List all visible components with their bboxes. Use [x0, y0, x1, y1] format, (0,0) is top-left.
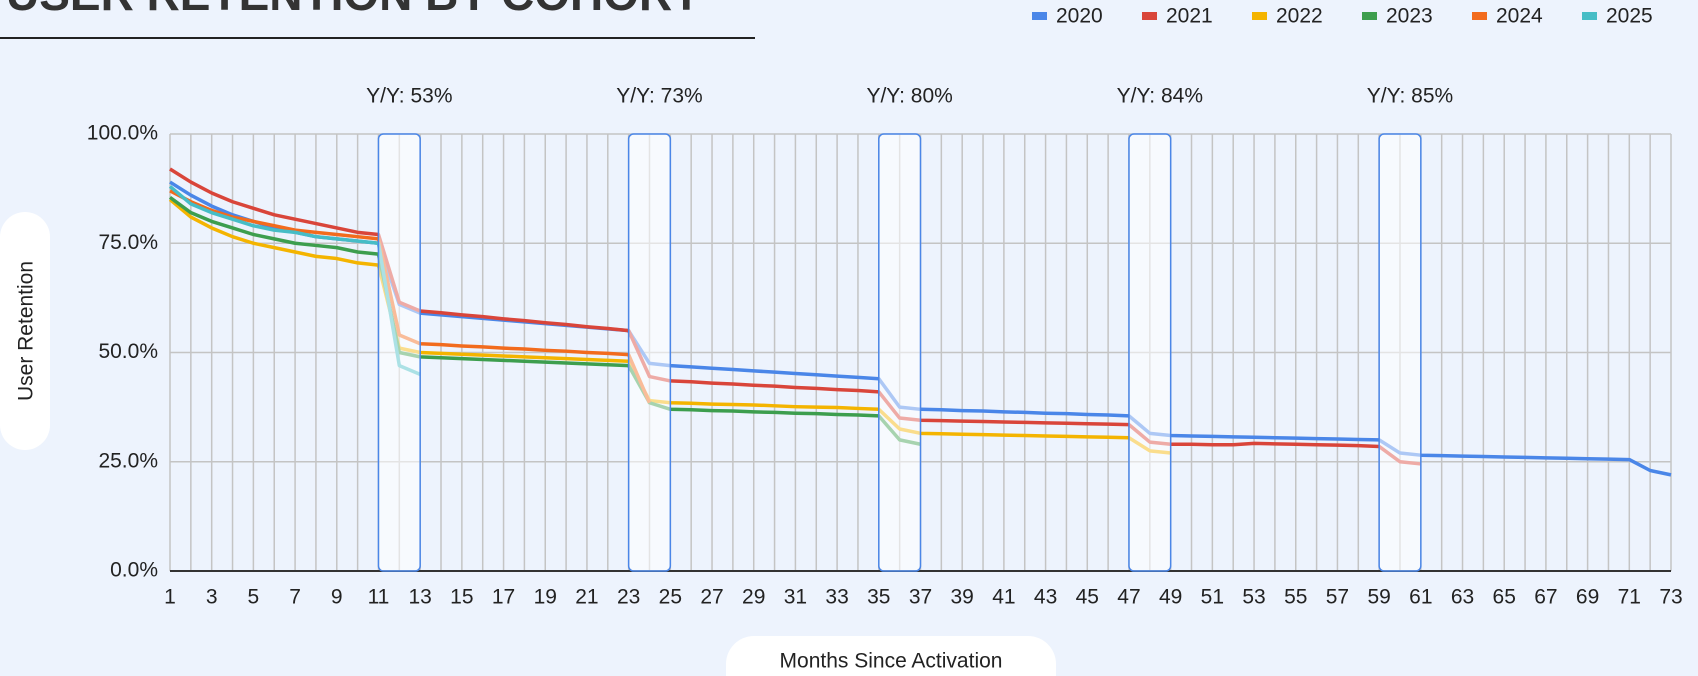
- x-tick-label: 17: [492, 586, 515, 609]
- x-tick-label: 63: [1451, 586, 1474, 609]
- x-tick-label: 43: [1034, 586, 1057, 609]
- legend-swatch: [1252, 12, 1267, 20]
- x-tick-label: 3: [206, 586, 218, 609]
- x-tick-label: 27: [700, 586, 723, 609]
- x-tick-label: 73: [1659, 586, 1682, 609]
- y-tick-label: 100.0%: [87, 122, 158, 145]
- x-tick-label: 61: [1409, 586, 1432, 609]
- y-tick-label: 0.0%: [110, 559, 158, 582]
- x-tick-label: 39: [951, 586, 974, 609]
- highlight-band: [627, 133, 672, 572]
- x-tick-label: 37: [909, 586, 932, 609]
- x-tick-label: 35: [867, 586, 890, 609]
- legend-swatch: [1582, 12, 1597, 20]
- y-axis-label: User Retention: [15, 261, 38, 401]
- x-tick-label: 23: [617, 586, 640, 609]
- x-tick-label: 51: [1201, 586, 1224, 609]
- legend-swatch: [1362, 12, 1377, 20]
- highlight-band: [1128, 133, 1172, 572]
- annotation: Y/Y: 80%: [866, 85, 952, 108]
- x-tick-label: 7: [289, 586, 301, 609]
- x-tick-label: 13: [408, 586, 431, 609]
- x-tick-label: 15: [450, 586, 473, 609]
- legend-label: 2021: [1166, 5, 1213, 28]
- legend-label: 2020: [1056, 5, 1103, 28]
- x-tick-label: 31: [784, 586, 807, 609]
- x-label-pill: [726, 636, 1056, 676]
- highlight-band: [1378, 133, 1422, 572]
- annotation: Y/Y: 84%: [1117, 85, 1203, 108]
- x-tick-label: 29: [742, 586, 765, 609]
- annotation: Y/Y: 53%: [366, 85, 452, 108]
- x-tick-label: 57: [1326, 586, 1349, 609]
- y-tick-label: 50.0%: [98, 340, 158, 363]
- x-tick-label: 69: [1576, 586, 1599, 609]
- x-tick-label: 67: [1534, 586, 1557, 609]
- annotation: Y/Y: 73%: [616, 85, 702, 108]
- x-tick-label: 33: [825, 586, 848, 609]
- highlight-band: [377, 133, 421, 572]
- y-label-pill: [0, 212, 50, 450]
- legend-label: 2025: [1606, 5, 1653, 28]
- x-tick-label: 49: [1159, 586, 1182, 609]
- x-axis-label: Months Since Activation: [780, 650, 1003, 673]
- x-tick-label: 71: [1618, 586, 1641, 609]
- x-tick-label: 65: [1493, 586, 1516, 609]
- series-line: [168, 195, 921, 446]
- x-tick-label: 55: [1284, 586, 1307, 609]
- chart-title: USER RETENTION BY COHORT: [6, 0, 700, 20]
- legend-swatch: [1142, 12, 1157, 20]
- x-tick-label: 53: [1242, 586, 1265, 609]
- annotation: Y/Y: 85%: [1367, 85, 1453, 108]
- y-tick-label: 25.0%: [98, 449, 158, 472]
- legend-label: 2022: [1276, 5, 1323, 28]
- x-tick-label: 21: [575, 586, 598, 609]
- x-tick-label: 5: [248, 586, 260, 609]
- x-tick-label: 47: [1117, 586, 1140, 609]
- legend-swatch: [1032, 12, 1047, 20]
- x-tick-label: 9: [331, 586, 343, 609]
- legend-swatch: [1472, 12, 1487, 20]
- x-tick-label: 45: [1076, 586, 1099, 609]
- highlight-band: [878, 133, 922, 572]
- y-tick-label: 75.0%: [98, 231, 158, 254]
- x-tick-label: 19: [534, 586, 557, 609]
- x-tick-label: 25: [659, 586, 682, 609]
- x-tick-label: 41: [992, 586, 1015, 609]
- legend-label: 2024: [1496, 5, 1543, 28]
- x-tick-label: 11: [368, 586, 390, 609]
- x-tick-label: 59: [1367, 586, 1390, 609]
- legend-label: 2023: [1386, 5, 1433, 28]
- x-tick-label: 1: [164, 586, 176, 609]
